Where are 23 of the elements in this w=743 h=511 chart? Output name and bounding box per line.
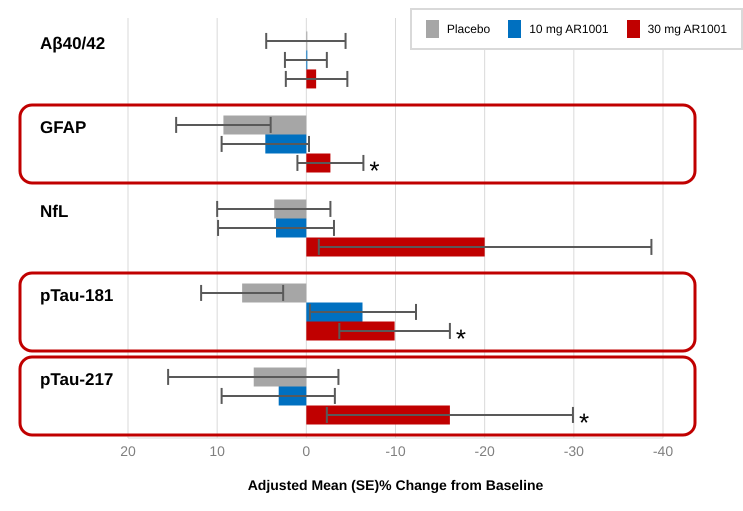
y-tick-label: Aβ40/42: [40, 34, 106, 54]
x-axis-title: Adjusted Mean (SE)% Change from Baseline: [248, 477, 544, 493]
y-tick-label: NfL: [40, 202, 68, 222]
y-tick-label: GFAP: [40, 118, 86, 138]
y-tick-label: pTau-217: [40, 370, 114, 390]
bar: [242, 283, 306, 302]
legend-label: 10 mg AR1001: [529, 22, 609, 36]
x-tick-label: -10: [385, 442, 406, 459]
x-tick-label: 10: [209, 442, 226, 459]
bar: [306, 237, 485, 256]
x-tick-label: -30: [564, 442, 584, 459]
annotation: *: [578, 408, 590, 438]
x-tick-label: 0: [302, 442, 310, 459]
bar: [223, 115, 306, 134]
legend-label: 30 mg AR1001: [648, 22, 727, 36]
x-tick-label: -40: [652, 442, 674, 459]
bar: [306, 321, 395, 340]
legend-label: Placebo: [446, 22, 490, 36]
annotation: *: [369, 156, 380, 186]
x-tick-label: 20: [120, 442, 136, 459]
y-tick-label: pTau-181: [40, 286, 114, 306]
annotation: *: [456, 324, 466, 354]
x-tick-label: -20: [474, 442, 495, 459]
